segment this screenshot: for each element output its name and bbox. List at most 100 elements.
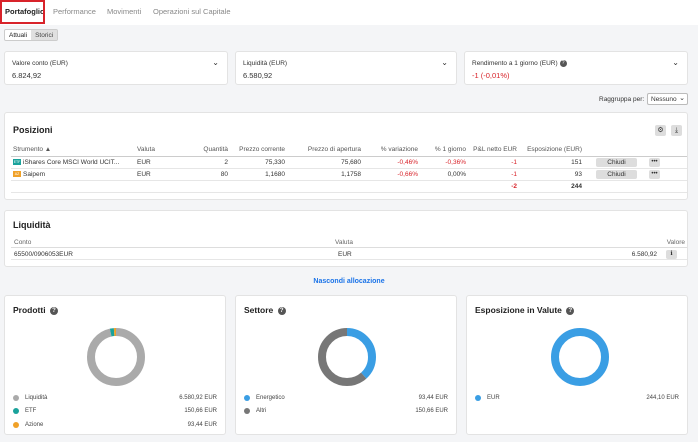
legend-label: Altri [256, 408, 267, 414]
col-prezzo-apertura[interactable]: Prezzo di apertura [287, 144, 363, 157]
col-pnl[interactable]: P&L netto EUR [468, 144, 519, 157]
col-conto: Conto [14, 239, 32, 246]
info-icon[interactable]: ? [49, 306, 58, 315]
info-icon[interactable]: ? [559, 60, 567, 67]
cell-open-price: 1,1758 [287, 168, 363, 181]
legend-value: 150,66 EUR [184, 408, 217, 414]
toggle-storici[interactable]: Storici [31, 30, 58, 40]
cell-day: 0,00% [420, 168, 468, 181]
cell-exposure: 93 [519, 168, 584, 181]
groupby-label: Raggruppa per: [599, 96, 645, 103]
donut-segment[interactable] [87, 328, 145, 386]
table-row[interactable]: AZ Saipem EUR 80 1,1680 1,1758 -0,66% 0,0… [11, 168, 687, 181]
legend-label: ETF [25, 408, 37, 414]
col-valuta: Valuta [335, 239, 353, 246]
col-valore: Valore [666, 239, 685, 246]
cell-qty: 80 [187, 168, 230, 181]
liquidity-panel: Liquidità [4, 210, 688, 267]
legend-dot [13, 395, 19, 401]
table-total-row: -2 244 [11, 180, 687, 193]
chevron-down-icon[interactable]: ⌄ [672, 58, 679, 67]
view-toggle: Attuali Storici [4, 29, 59, 41]
allocation-title-text: Esposizione in Valute [475, 305, 562, 315]
chevron-down-icon[interactable]: ⌄ [212, 58, 219, 67]
allocation-card-prodotti: Prodotti ? Liquidità 6.580,92 EUR ETF 15… [4, 295, 226, 435]
cell-price: 75,330 [230, 156, 287, 169]
tab-movimenti[interactable]: Movimenti [107, 7, 142, 16]
info-icon[interactable]: ℹ [666, 250, 677, 259]
groupby-value: Nessuno [651, 96, 677, 103]
cell-value: 6.580,92 [631, 251, 657, 258]
positions-table: Strumento ▲ Valuta Quantità Prezzo corre… [11, 144, 687, 193]
donut-segment[interactable] [87, 328, 145, 386]
gear-icon[interactable]: ⚙ [655, 125, 666, 136]
legend-dot [13, 408, 19, 414]
cell-pnl: -1 [468, 156, 519, 169]
cell-qty: 2 [187, 156, 230, 169]
summary-daily-return[interactable]: Rendimento a 1 giorno (EUR)? -1 (-0,01%)… [464, 51, 688, 85]
legend-value: 6.580,92 EUR [179, 395, 217, 401]
instrument-name[interactable]: Saipem [23, 170, 46, 178]
col-valuta[interactable]: Valuta [135, 144, 187, 157]
more-icon[interactable]: ••• [649, 157, 660, 167]
legend-item: Liquidità 6.580,92 EUR [13, 393, 217, 403]
summary-liquidity[interactable]: Liquidità (EUR) 6.580,92 ⌄ [235, 51, 457, 85]
info-icon[interactable]: ? [566, 306, 575, 315]
cell-account: 65500/0906053EUR [14, 251, 73, 258]
etf-icon: ETF [13, 158, 21, 165]
cell-change: -0,66% [363, 168, 420, 181]
col-variazione[interactable]: % variazione [363, 144, 420, 157]
cell-open-price: 75,680 [287, 156, 363, 169]
summary-value: 6.580,92 [243, 71, 273, 80]
legend-item: Altri 150,66 EUR [244, 406, 448, 416]
close-position-button[interactable]: Chiudi [596, 169, 637, 179]
chevron-down-icon[interactable]: ⌄ [441, 58, 448, 67]
tab-operazioni-capitale[interactable]: Operazioni sul Capitale [153, 7, 231, 16]
more-icon[interactable]: ••• [649, 169, 660, 179]
close-position-button[interactable]: Chiudi [596, 157, 637, 167]
table-row[interactable]: ETF iShares Core MSCI World UCIT... EUR 2… [11, 156, 687, 169]
cell-price: 1,1680 [230, 168, 287, 181]
cell-day: -0,36% [420, 156, 468, 169]
cell-currency: EUR [135, 156, 187, 169]
table-header-row: Strumento ▲ Valuta Quantità Prezzo corre… [11, 144, 687, 157]
col-quantita[interactable]: Quantità [187, 144, 230, 157]
allocation-card-settore: Settore ? Energetico 93,44 EUR Altri 150… [235, 295, 457, 435]
table-row: 65500/0906053EUR EUR 6.580,92 ℹ [11, 249, 687, 260]
legend-item: Azione 93,44 EUR [13, 420, 217, 430]
total-pnl: -2 [468, 180, 519, 193]
allocation-title: Esposizione in Valute ? [475, 305, 575, 315]
hide-allocation-link[interactable]: Nascondi allocazione [313, 278, 385, 285]
tab-performance[interactable]: Performance [53, 7, 96, 16]
legend-value: 93,44 EUR [187, 422, 217, 428]
donut-chart [551, 328, 609, 386]
total-exposure: 244 [519, 180, 584, 193]
col-more [639, 144, 687, 157]
summary-value: -1 (-0,01%) [472, 71, 510, 80]
info-icon[interactable]: ? [277, 306, 286, 315]
allocation-card-valute: Esposizione in Valute ? EUR 244,10 EUR [466, 295, 688, 435]
col-esposizione[interactable]: Esposizione (EUR) [519, 144, 584, 157]
donut-chart [318, 328, 376, 386]
tab-portafoglio[interactable]: Portafoglio [5, 7, 45, 16]
stock-icon: AZ [13, 170, 21, 177]
positions-title: Posizioni [13, 125, 53, 135]
donut-segment[interactable] [318, 328, 376, 386]
col-1-giorno[interactable]: % 1 giorno [420, 144, 468, 157]
col-prezzo-corrente[interactable]: Prezzo corrente [230, 144, 287, 157]
groupby-select[interactable]: Nessuno ⌄ [647, 93, 688, 105]
donut-segment[interactable] [551, 328, 609, 386]
legend-item: Energetico 93,44 EUR [244, 393, 448, 403]
summary-account-value[interactable]: Valore conto (EUR) 6.824,92 ⌄ [4, 51, 228, 85]
cell-change: -0,46% [363, 156, 420, 169]
donut-chart [87, 328, 145, 386]
cell-currency: EUR [135, 168, 187, 181]
legend-item: EUR 244,10 EUR [475, 393, 679, 403]
cell-pnl: -1 [468, 168, 519, 181]
col-strumento[interactable]: Strumento ▲ [11, 144, 135, 157]
instrument-name[interactable]: iShares Core MSCI World UCIT... [23, 158, 120, 166]
legend-label: Azione [25, 422, 44, 428]
legend-dot [13, 422, 19, 428]
toggle-attuali[interactable]: Attuali [5, 30, 32, 40]
download-icon[interactable]: ⤓ [671, 125, 682, 136]
